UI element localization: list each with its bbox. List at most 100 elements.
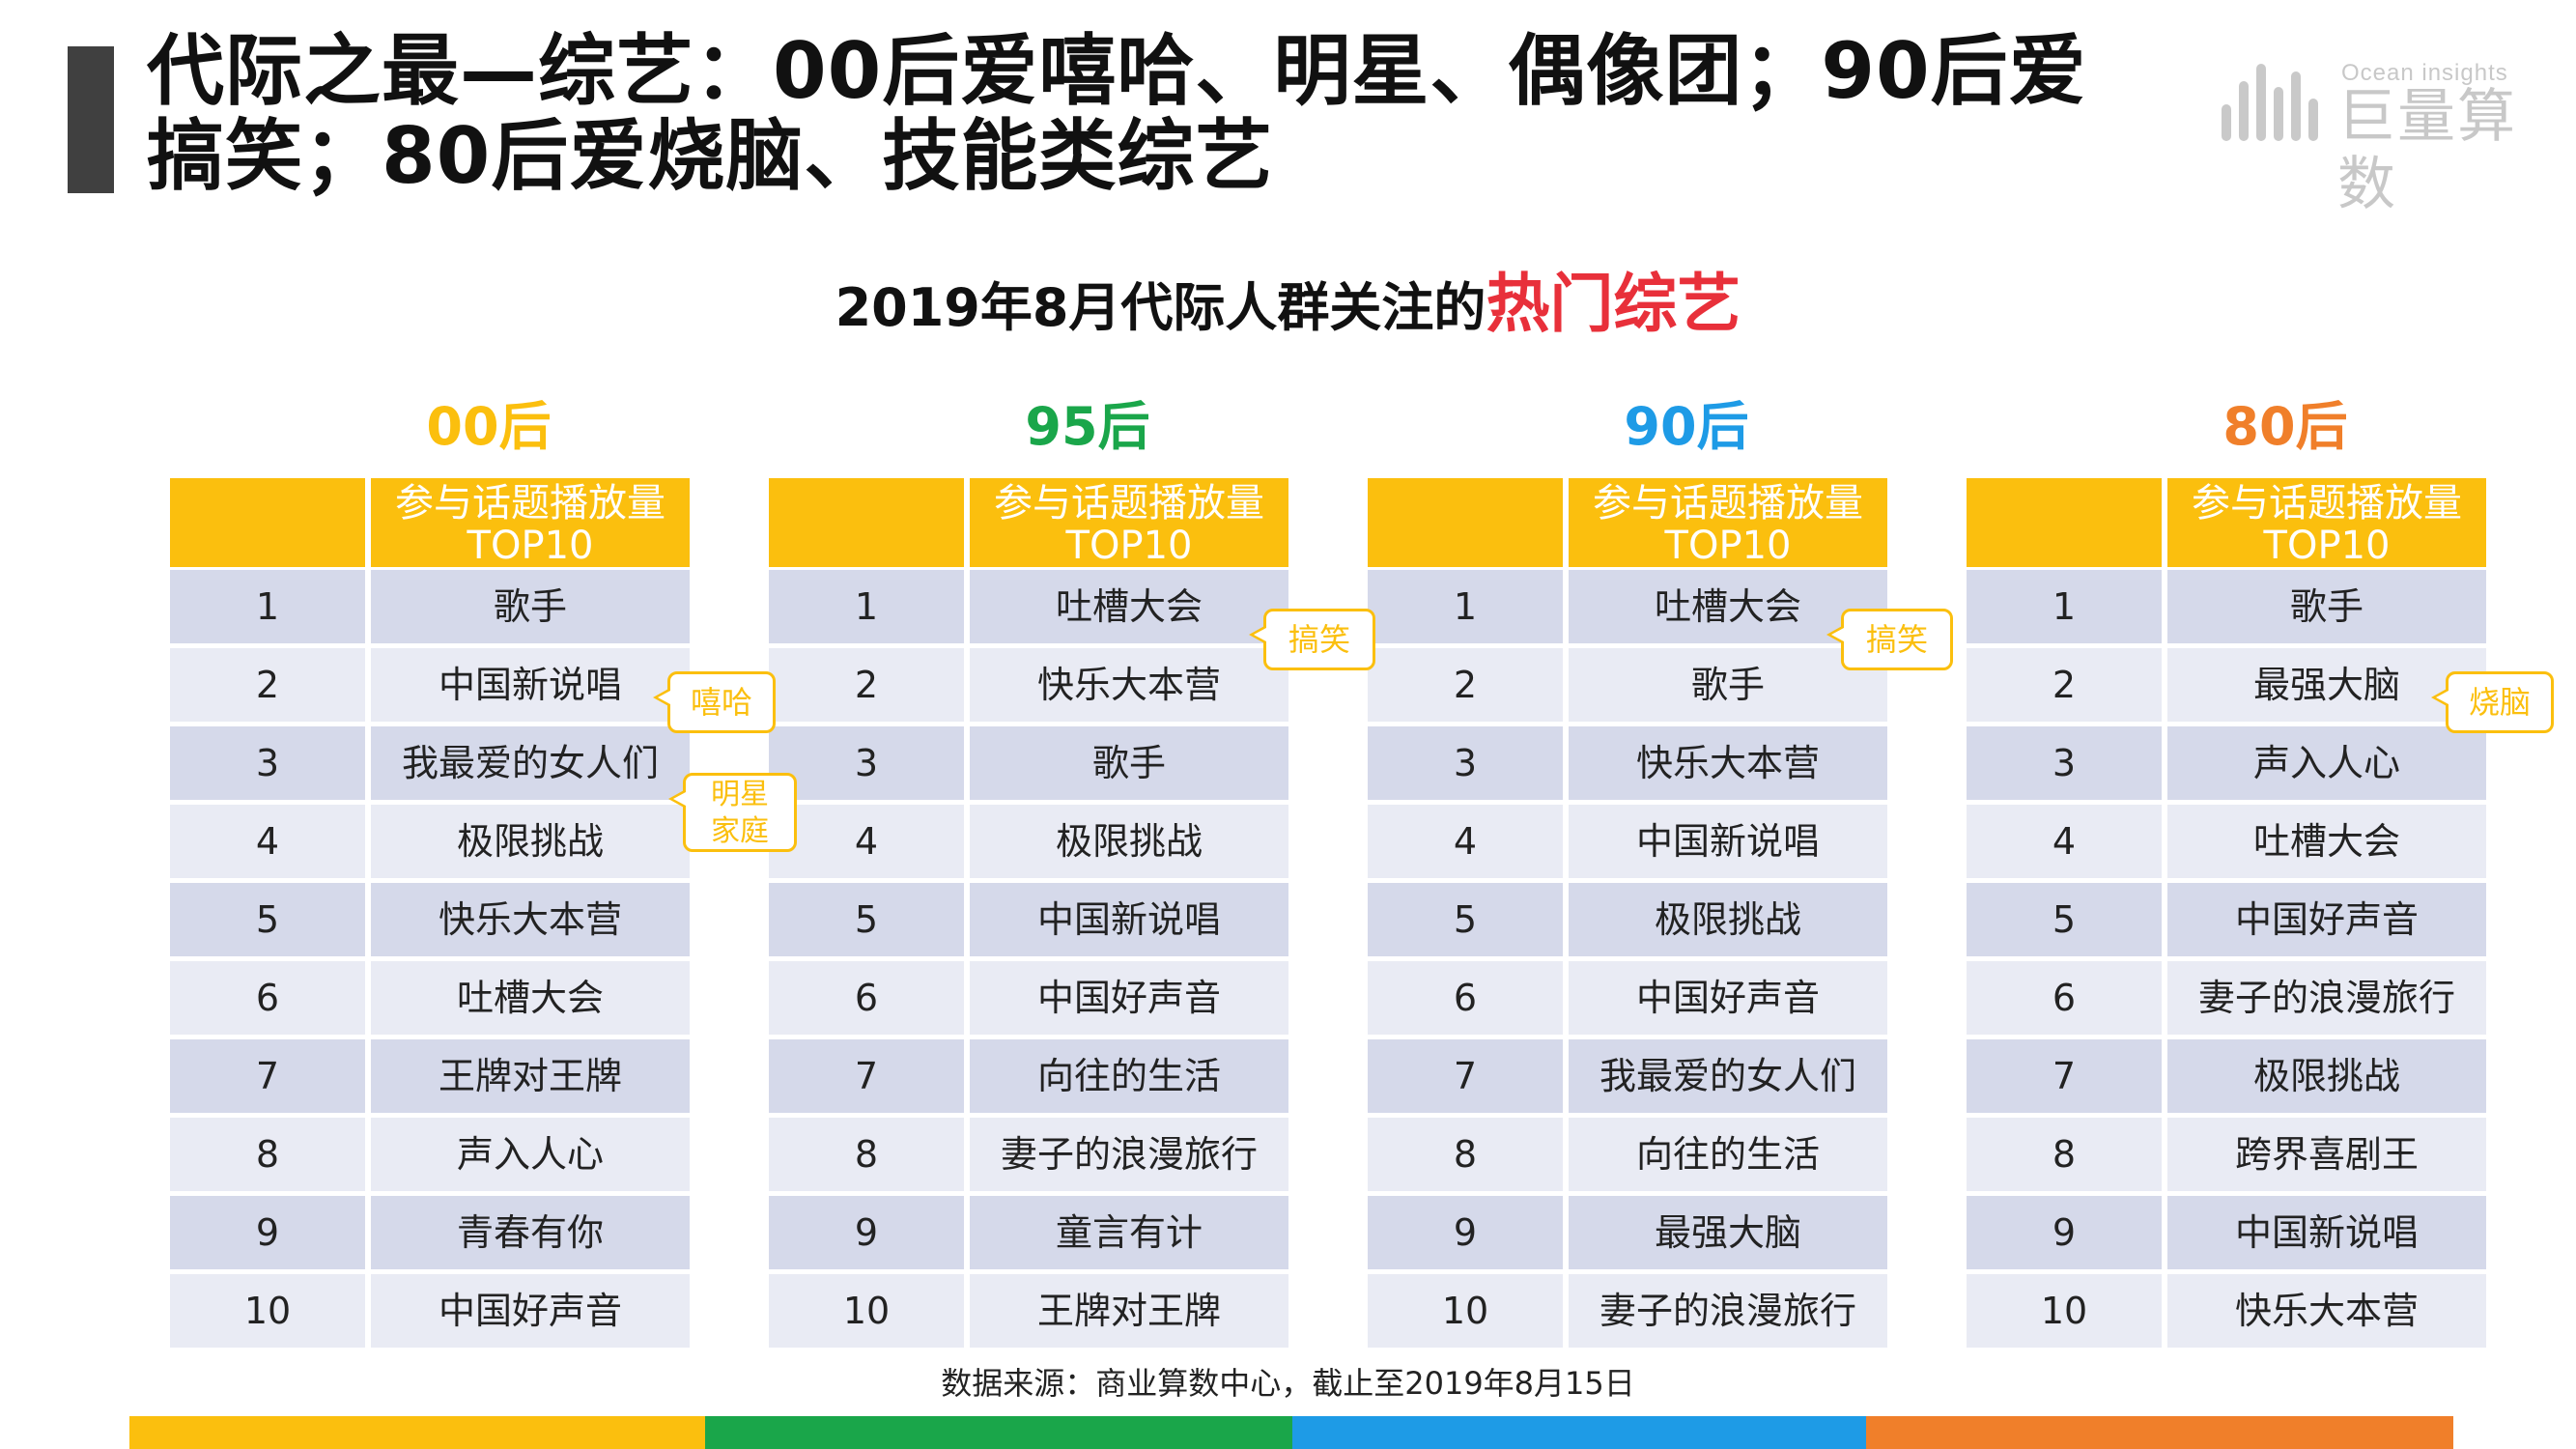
callout-tag: 烧脑 bbox=[2431, 671, 2554, 733]
show-cell: 歌手 bbox=[970, 726, 1288, 800]
logo-bars-icon bbox=[2222, 62, 2328, 155]
show-cell: 快乐大本营 bbox=[970, 648, 1288, 722]
page-title: 代际之最—综艺：00后爱嘻哈、明星、偶像团；90后爱搞笑；80后爱烧脑、技能类综… bbox=[147, 26, 2087, 201]
show-cell: 妻子的浪漫旅行 bbox=[970, 1118, 1288, 1191]
rank-cell: 4 bbox=[1967, 805, 2162, 878]
table-row: 3 快乐大本营 bbox=[1368, 726, 1889, 800]
rank-cell: 3 bbox=[1967, 726, 2162, 800]
table-row: 1 吐槽大会 bbox=[1368, 570, 1889, 643]
rank-cell: 10 bbox=[170, 1274, 365, 1348]
table-row: 7 极限挑战 bbox=[1967, 1039, 2488, 1113]
group-title: 80后 bbox=[2222, 396, 2348, 457]
footer-stripe-green bbox=[705, 1416, 1292, 1449]
show-cell: 极限挑战 bbox=[2167, 1039, 2486, 1113]
rank-cell: 5 bbox=[769, 883, 964, 956]
table-row: 6 中国好声音 bbox=[769, 961, 1290, 1035]
rank-cell: 10 bbox=[769, 1274, 964, 1348]
show-cell: 中国好声音 bbox=[1569, 961, 1887, 1035]
table-row: 1 歌手 bbox=[1967, 570, 2488, 643]
rank-cell: 2 bbox=[170, 648, 365, 722]
table-row: 8 跨界喜剧王 bbox=[1967, 1118, 2488, 1191]
show-cell: 吐槽大会 bbox=[371, 961, 690, 1035]
show-cell: 快乐大本营 bbox=[2167, 1274, 2486, 1348]
table-row: 3 声入人心 bbox=[1967, 726, 2488, 800]
rank-cell: 5 bbox=[1368, 883, 1563, 956]
footer-stripe-blue bbox=[1292, 1416, 1866, 1449]
rank-cell: 1 bbox=[1967, 570, 2162, 643]
show-cell: 王牌对王牌 bbox=[970, 1274, 1288, 1348]
rank-cell: 9 bbox=[1967, 1196, 2162, 1269]
header-name-cell: 参与话题播放量TOP10 bbox=[371, 478, 690, 567]
show-cell: 妻子的浪漫旅行 bbox=[1569, 1274, 1887, 1348]
table-row: 10 妻子的浪漫旅行 bbox=[1368, 1274, 1889, 1348]
rank-cell: 8 bbox=[1368, 1118, 1563, 1191]
rank-cell: 2 bbox=[1368, 648, 1563, 722]
show-cell: 声入人心 bbox=[2167, 726, 2486, 800]
header-rank-cell bbox=[1967, 478, 2162, 567]
show-cell: 极限挑战 bbox=[1569, 883, 1887, 956]
rank-cell: 9 bbox=[1368, 1196, 1563, 1269]
rank-cell: 9 bbox=[769, 1196, 964, 1269]
show-cell: 最强大脑 bbox=[2167, 648, 2486, 722]
table-row: 9 童言有计 bbox=[769, 1196, 1290, 1269]
section-subtitle: 2019年8月代际人群关注的热门综艺 bbox=[0, 270, 2576, 342]
rank-cell: 9 bbox=[170, 1196, 365, 1269]
table-row: 2 中国新说唱 bbox=[170, 648, 692, 722]
rank-cell: 4 bbox=[1368, 805, 1563, 878]
show-cell: 王牌对王牌 bbox=[371, 1039, 690, 1113]
group-90: 90后 参与话题播放量TOP10 1 吐槽大会 2 歌手 3 快乐大本营 4 中国新说唱… bbox=[1368, 391, 1889, 1357]
table-row: 10 王牌对王牌 bbox=[769, 1274, 1290, 1348]
table-row: 9 中国新说唱 bbox=[1967, 1196, 2488, 1269]
header-rank-cell bbox=[1368, 478, 1563, 567]
rank-cell: 1 bbox=[769, 570, 964, 643]
rank-cell: 3 bbox=[769, 726, 964, 800]
rank-cell: 3 bbox=[170, 726, 365, 800]
show-cell: 妻子的浪漫旅行 bbox=[2167, 961, 2486, 1035]
table-row: 4 极限挑战 bbox=[769, 805, 1290, 878]
rank-cell: 3 bbox=[1368, 726, 1563, 800]
table-row: 3 我最爱的女人们 bbox=[170, 726, 692, 800]
rank-cell: 7 bbox=[1967, 1039, 2162, 1113]
table-row: 3 歌手 bbox=[769, 726, 1290, 800]
callout-tag: 搞笑 bbox=[1249, 609, 1375, 670]
show-cell: 向往的生活 bbox=[970, 1039, 1288, 1113]
rank-cell: 8 bbox=[769, 1118, 964, 1191]
title-accent-bar bbox=[68, 46, 114, 193]
callout-tag: 嘻哈 bbox=[653, 671, 776, 733]
footer-stripe-yellow bbox=[129, 1416, 705, 1449]
table-row: 5 快乐大本营 bbox=[170, 883, 692, 956]
rank-cell: 6 bbox=[1967, 961, 2162, 1035]
table-row: 5 极限挑战 bbox=[1368, 883, 1889, 956]
rank-cell: 4 bbox=[170, 805, 365, 878]
show-cell: 中国新说唱 bbox=[1569, 805, 1887, 878]
rank-cell: 8 bbox=[170, 1118, 365, 1191]
header-rank-cell bbox=[769, 478, 964, 567]
table-row: 5 中国好声音 bbox=[1967, 883, 2488, 956]
table-row: 6 妻子的浪漫旅行 bbox=[1967, 961, 2488, 1035]
callout-tag-text: 明星家庭 bbox=[711, 778, 769, 848]
rank-cell: 6 bbox=[1368, 961, 1563, 1035]
table-row: 2 歌手 bbox=[1368, 648, 1889, 722]
rank-cell: 7 bbox=[1368, 1039, 1563, 1113]
group-95: 95后 参与话题播放量TOP10 1 吐槽大会 2 快乐大本营 3 歌手 4 极限挑战 … bbox=[769, 391, 1290, 1357]
subtitle-main: 2019年8月代际人群关注的 bbox=[835, 277, 1486, 338]
table-row: 6 吐槽大会 bbox=[170, 961, 692, 1035]
show-cell: 我最爱的女人们 bbox=[371, 726, 690, 800]
table-row: 8 向往的生活 bbox=[1368, 1118, 1889, 1191]
table-row: 8 声入人心 bbox=[170, 1118, 692, 1191]
header-name-cell: 参与话题播放量TOP10 bbox=[2167, 478, 2486, 567]
show-cell: 向往的生活 bbox=[1569, 1118, 1887, 1191]
show-cell: 童言有计 bbox=[970, 1196, 1288, 1269]
table-row: 4 中国新说唱 bbox=[1368, 805, 1889, 878]
show-cell: 青春有你 bbox=[371, 1196, 690, 1269]
group-80: 80后 参与话题播放量TOP10 1 歌手 2 最强大脑 3 声入人心 4 吐槽大会 5… bbox=[1967, 391, 2488, 1357]
rank-cell: 6 bbox=[170, 961, 365, 1035]
header-name-cell: 参与话题播放量TOP10 bbox=[1569, 478, 1887, 567]
rank-cell: 10 bbox=[1967, 1274, 2162, 1348]
header-name-cell: 参与话题播放量TOP10 bbox=[970, 478, 1288, 567]
table-row: 4 吐槽大会 bbox=[1967, 805, 2488, 878]
show-cell: 极限挑战 bbox=[970, 805, 1288, 878]
show-cell: 极限挑战 bbox=[371, 805, 690, 878]
rank-cell: 5 bbox=[1967, 883, 2162, 956]
show-cell: 中国新说唱 bbox=[970, 883, 1288, 956]
